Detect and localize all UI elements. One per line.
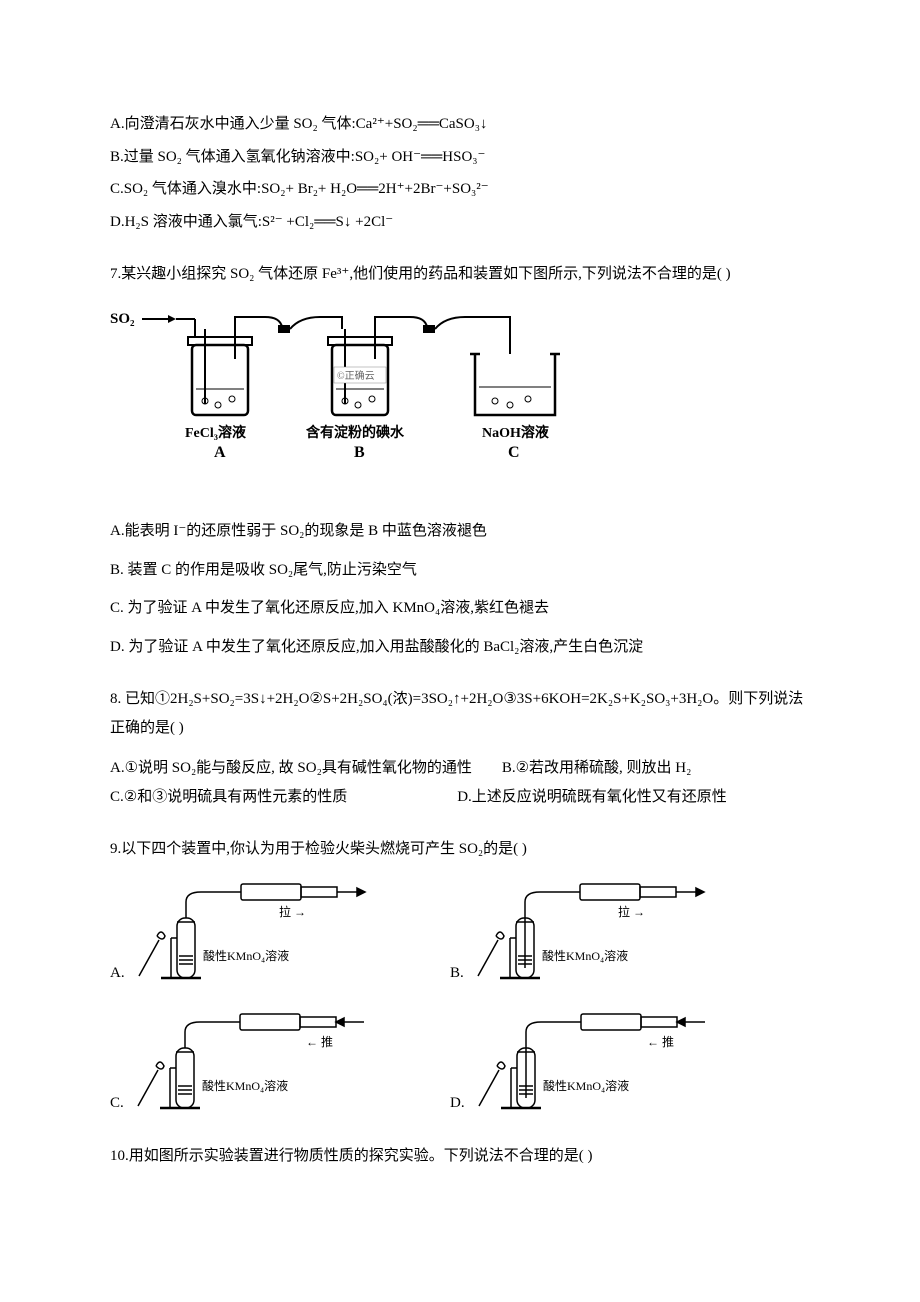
q9-label-b: B. — [450, 959, 464, 988]
q9-cell-a: A. — [110, 878, 410, 988]
q9-diagrams: A. — [110, 878, 810, 1118]
so2-inlet-label: SO₂ — [110, 311, 135, 327]
q9-stem: 9.以下四个装置中,你认为用于检验火柴头燃烧可产生 SO₂的是( ) — [110, 835, 810, 864]
q9-cell-c: C. ← 推 酸性KMnO₄溶液 — [110, 1008, 410, 1118]
beaker-c-label1: NaOH溶液 — [482, 424, 550, 441]
flask-a-label2: A — [214, 444, 226, 461]
q9d-action: ← 推 — [647, 1035, 674, 1049]
q7-option-b: B. 装置 C 的作用是吸收 SO₂尾气,防止污染空气 — [110, 556, 810, 585]
q7-option-c: C. 为了验证 A 中发生了氧化还原反应,加入 KMnO₄溶液,紫红色褪去 — [110, 594, 810, 623]
q9-apparatus-b: 拉 → 酸性KMnO₄溶液 — [470, 878, 720, 988]
q9d-solution: 酸性KMnO₄溶液 — [543, 1078, 629, 1093]
q9b-action: 拉 → — [618, 904, 645, 919]
q9-label-d: D. — [450, 1089, 465, 1118]
flask-b: ©正确云 — [328, 329, 392, 415]
q9-apparatus-d: ← 推 酸性KMnO₄溶液 — [471, 1008, 721, 1118]
q9-cell-d: D. ← 推 酸性KMnO₄溶液 — [450, 1008, 750, 1118]
q9-apparatus-a: 拉 → 酸性KMnO₄溶液 — [131, 878, 381, 988]
q10-stem: 10.用如图所示实验装置进行物质性质的探究实验。下列说法不合理的是( ) — [110, 1142, 810, 1171]
q9a-solution: 酸性KMnO₄溶液 — [203, 948, 289, 963]
q9-cell-b: B. 拉 → 酸性KMnO₄溶液 — [450, 878, 750, 988]
flask-b-label1: 含有淀粉的碘水 — [306, 424, 405, 441]
q8-option-a: A.①说明 SO₂能与酸反应, 故 SO₂具有碱性氧化物的通性 — [110, 754, 472, 783]
q8-stem-line1: 8. 已知①2H₂S+SO₂=3S↓+2H₂O②S+2H₂SO₄(浓)=3SO₂… — [110, 685, 810, 714]
q9-label-c: C. — [110, 1089, 124, 1118]
beaker-c-label2: C — [508, 444, 520, 461]
q7-option-d: D. 为了验证 A 中发生了氧化还原反应,加入用盐酸酸化的 BaCl₂溶液,产生… — [110, 633, 810, 662]
q6-option-c: C.SO₂ 气体通入溴水中:SO₂+ Br₂+ H₂O══2H⁺+2Br⁻+SO… — [110, 175, 810, 204]
flask-a-label1: FeCl₃溶液 — [185, 424, 247, 441]
q9-label-a: A. — [110, 959, 125, 988]
q7-diagram: SO₂ — [110, 309, 810, 500]
flask-b-watermark: ©正确云 — [337, 369, 375, 382]
q7-option-a: A.能表明 I⁻的还原性弱于 SO₂的现象是 B 中蓝色溶液褪色 — [110, 517, 810, 546]
q9b-solution: 酸性KMnO₄溶液 — [542, 948, 628, 963]
q9-apparatus-c: ← 推 酸性KMnO₄溶液 — [130, 1008, 380, 1118]
q9c-solution: 酸性KMnO₄溶液 — [202, 1078, 288, 1093]
q8-stem-line2: 正确的是( ) — [110, 714, 810, 743]
flask-b-label2: B — [354, 444, 365, 461]
q9c-action: ← 推 — [306, 1035, 333, 1049]
q6-option-a: A.向澄清石灰水中通入少量 SO₂ 气体:Ca²⁺+SO₂══CaSO₃↓ — [110, 110, 810, 139]
q7-stem: 7.某兴趣小组探究 SO₂ 气体还原 Fe³⁺,他们使用的药品和装置如下图所示,… — [110, 260, 810, 289]
q9a-action: 拉 → — [279, 904, 306, 919]
q8-stem: 8. 已知①2H₂S+SO₂=3S↓+2H₂O②S+2H₂SO₄(浓)=3SO₂… — [110, 685, 810, 742]
q6-option-b: B.过量 SO₂ 气体通入氢氧化钠溶液中:SO₂+ OH⁻══HSO₃⁻ — [110, 143, 810, 172]
q8-option-d: D.上述反应说明硫既有氧化性又有还原性 — [457, 783, 727, 812]
q8-option-b: B.②若改用稀硫酸, 则放出 H₂ — [502, 754, 692, 783]
beaker-c — [470, 354, 560, 415]
flask-a — [188, 329, 252, 415]
q8-option-c: C.②和③说明硫具有两性元素的性质 — [110, 783, 347, 812]
q6-option-d: D.H₂S 溶液中通入氯气:S²⁻ +Cl₂══S↓ +2Cl⁻ — [110, 208, 810, 237]
